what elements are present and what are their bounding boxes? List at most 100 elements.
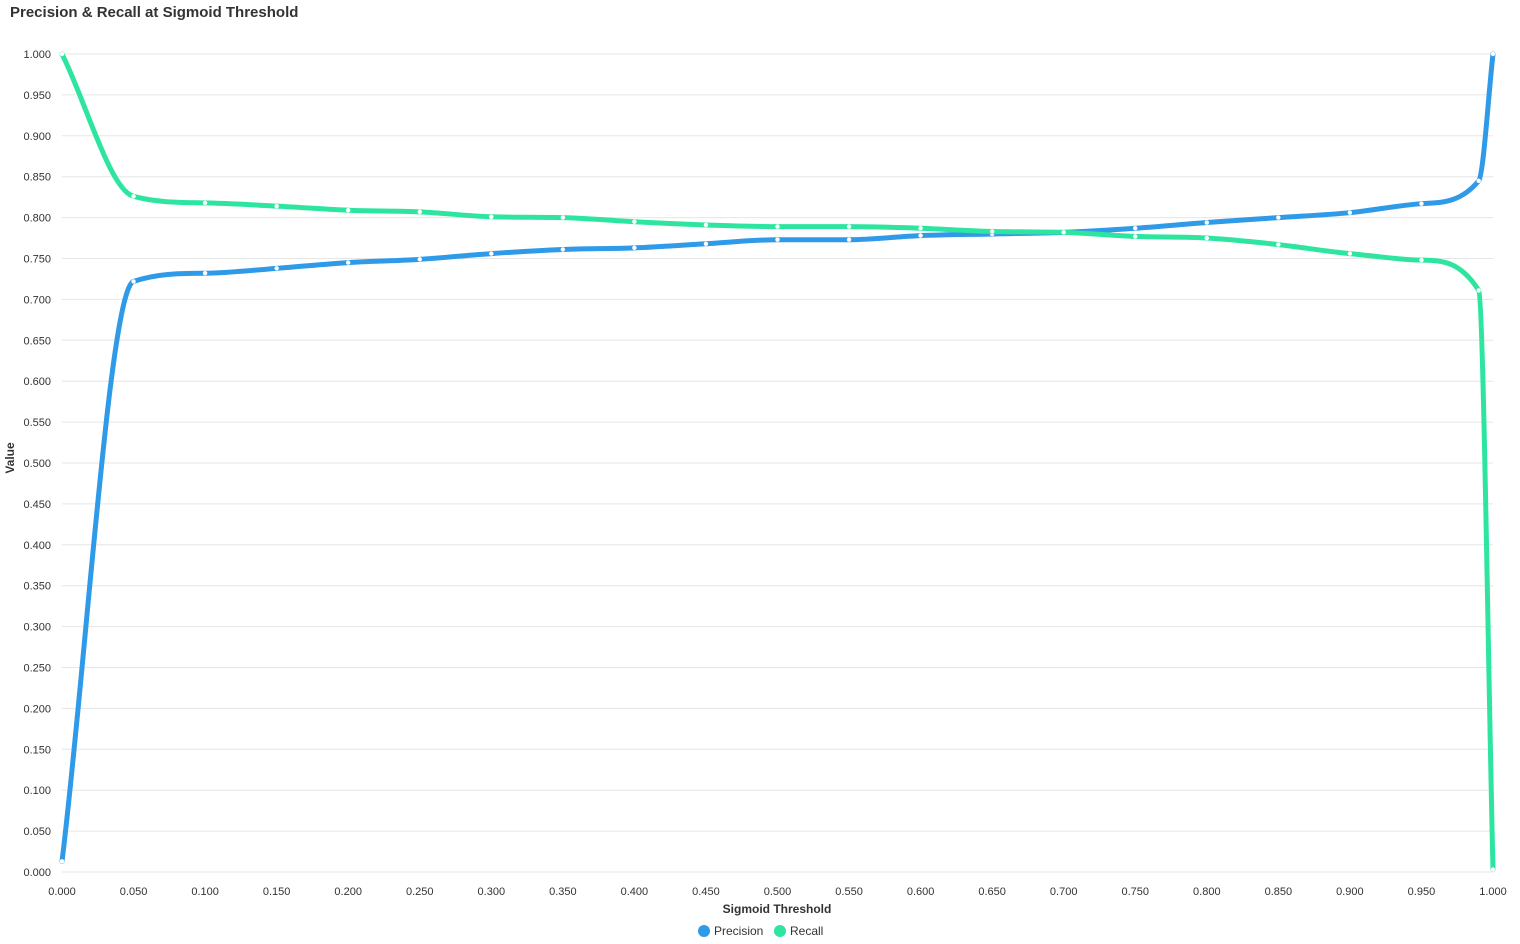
y-tick-label: 0.050 — [23, 826, 51, 838]
series-layer — [59, 51, 1496, 873]
recall-point[interactable] — [59, 51, 65, 57]
y-tick-label: 0.200 — [23, 703, 51, 715]
recall-series — [59, 51, 1496, 873]
recall-point[interactable] — [846, 224, 852, 229]
precision-point[interactable] — [1133, 226, 1138, 231]
chart-title: Precision & Recall at Sigmoid Threshold — [10, 4, 298, 21]
x-tick-label: 1.000 — [1479, 886, 1507, 898]
recall-point[interactable] — [560, 215, 566, 220]
precision-point[interactable] — [59, 859, 65, 864]
x-tick-label: 0.350 — [549, 886, 577, 898]
x-tick-label: 0.550 — [835, 886, 863, 898]
x-tick-label: 0.050 — [120, 886, 148, 898]
y-tick-label: 0.700 — [23, 294, 51, 306]
precision-point[interactable] — [1490, 51, 1496, 57]
x-tick-label: 0.100 — [191, 886, 219, 898]
precision-point[interactable] — [775, 237, 780, 242]
precision-point[interactable] — [417, 257, 422, 262]
precision-point[interactable] — [918, 233, 923, 238]
recall-point[interactable] — [1204, 235, 1210, 241]
grid — [62, 53, 1493, 873]
x-tick-label: 0.750 — [1121, 886, 1149, 898]
precision-point[interactable] — [274, 266, 279, 271]
y-tick-label: 0.750 — [23, 254, 51, 266]
legend-marker-precision — [698, 925, 710, 937]
x-tick-label: 0.950 — [1408, 886, 1436, 898]
x-tick-label: 0.200 — [334, 886, 362, 898]
y-tick-label: 0.100 — [23, 785, 51, 797]
legend-marker-recall — [774, 925, 786, 937]
recall-point[interactable] — [1133, 234, 1138, 239]
y-tick-label: 0.300 — [23, 622, 51, 634]
precision-line — [59, 51, 1496, 864]
x-tick-label: 0.250 — [406, 886, 434, 898]
y-tick-label: 0.000 — [23, 867, 51, 879]
recall-point[interactable] — [1276, 242, 1281, 247]
x-axis-ticks: 0.000 0.050 0.100 0.150 0.200 0.250 0.300 0.350… — [48, 886, 1507, 898]
x-tick-label: 0.500 — [764, 886, 792, 898]
y-tick-label: 0.800 — [23, 213, 51, 225]
precision-point[interactable] — [1276, 215, 1281, 220]
x-tick-label: 0.300 — [478, 886, 506, 898]
precision-series — [59, 51, 1496, 864]
recall-point[interactable] — [346, 208, 351, 213]
x-tick-label: 0.900 — [1336, 886, 1364, 898]
recall-point[interactable] — [1347, 251, 1353, 256]
recall-point[interactable] — [1476, 288, 1481, 293]
y-tick-label: 0.850 — [23, 172, 51, 184]
x-tick-label: 0.450 — [692, 886, 720, 898]
recall-point[interactable] — [202, 200, 208, 206]
recall-point[interactable] — [632, 219, 637, 224]
recall-point[interactable] — [274, 203, 279, 209]
y-tick-label: 0.150 — [23, 744, 51, 756]
precision-point[interactable] — [1476, 178, 1481, 183]
y-tick-label: 0.450 — [23, 499, 51, 511]
precision-point[interactable] — [703, 241, 709, 246]
x-tick-label: 0.000 — [48, 886, 76, 898]
x-axis-title: Sigmoid Threshold — [723, 902, 832, 916]
legend-item-precision[interactable]: Precision — [698, 924, 763, 938]
precision-point[interactable] — [202, 271, 208, 276]
precision-point[interactable] — [846, 237, 852, 242]
precision-point[interactable] — [489, 251, 494, 256]
y-tick-label: 0.350 — [23, 581, 51, 593]
x-tick-label: 0.400 — [621, 886, 649, 898]
y-tick-label: 0.500 — [23, 458, 51, 470]
x-tick-label: 0.700 — [1050, 886, 1078, 898]
y-axis-title: Value — [3, 442, 17, 474]
recall-point[interactable] — [489, 214, 494, 219]
x-tick-label: 0.600 — [907, 886, 935, 898]
y-tick-label: 0.550 — [23, 417, 51, 429]
recall-point[interactable] — [1419, 257, 1424, 263]
recall-point[interactable] — [703, 222, 709, 228]
recall-point[interactable] — [1061, 230, 1066, 235]
recall-point[interactable] — [417, 209, 422, 215]
y-tick-label: 0.650 — [23, 335, 51, 347]
y-tick-label: 1.000 — [23, 49, 51, 61]
precision-point[interactable] — [632, 245, 637, 251]
precision-point[interactable] — [346, 260, 351, 265]
precision-point[interactable] — [560, 247, 566, 252]
y-tick-label: 0.900 — [23, 131, 51, 143]
legend-label-recall: Recall — [790, 924, 823, 938]
x-tick-label: 0.800 — [1193, 886, 1221, 898]
precision-point[interactable] — [1347, 210, 1353, 215]
precision-point[interactable] — [131, 279, 136, 284]
precision-point[interactable] — [1204, 220, 1210, 225]
y-axis-ticks: 0.000 0.050 0.100 0.150 0.200 0.250 0.300 0.350… — [23, 49, 51, 879]
x-tick-label: 0.150 — [263, 886, 291, 898]
x-tick-label: 0.650 — [978, 886, 1006, 898]
recall-point[interactable] — [989, 229, 995, 234]
recall-point[interactable] — [1490, 867, 1496, 872]
legend-item-recall[interactable]: Recall — [774, 924, 823, 938]
y-tick-label: 0.950 — [23, 90, 51, 102]
legend: Precision Recall — [698, 924, 823, 938]
recall-point[interactable] — [775, 224, 780, 229]
recall-point[interactable] — [131, 194, 136, 199]
precision-point[interactable] — [1419, 201, 1424, 206]
y-tick-label: 0.600 — [23, 376, 51, 388]
recall-point[interactable] — [918, 226, 923, 231]
x-tick-label: 0.850 — [1265, 886, 1293, 898]
